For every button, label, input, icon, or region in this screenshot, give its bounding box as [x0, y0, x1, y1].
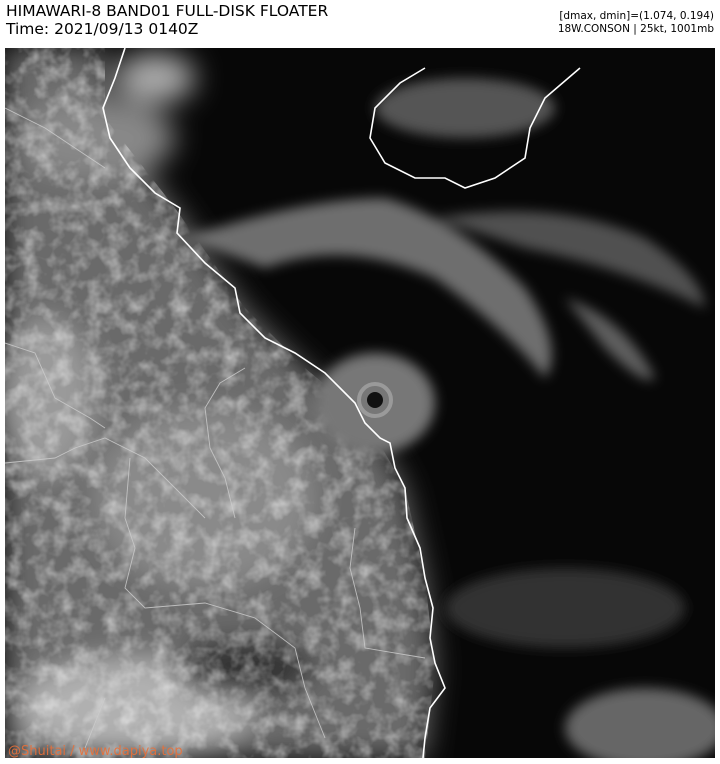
title-time: Time: 2021/09/13 0140Z — [6, 20, 199, 38]
image-metadata: [dmax, dmin]=(1.074, 0.194) 18W.CONSON |… — [558, 10, 714, 36]
country-borders — [5, 107, 426, 749]
image-title: HIMAWARI-8 BAND01 FULL-DISK FLOATER Time… — [6, 2, 328, 38]
title-product: HIMAWARI-8 BAND01 FULL-DISK FLOATER — [6, 2, 329, 20]
typhoon-eye — [357, 382, 393, 418]
satellite-scene — [5, 48, 715, 758]
satellite-image — [5, 48, 715, 758]
credit-watermark: @Shuitai / www.dapiya.top — [8, 744, 183, 759]
scale-info: [dmax, dmin]=(1.074, 0.194) — [559, 10, 714, 22]
storm-info: 18W.CONSON | 25kt, 1001mb — [557, 23, 714, 35]
coastline — [102, 48, 581, 758]
